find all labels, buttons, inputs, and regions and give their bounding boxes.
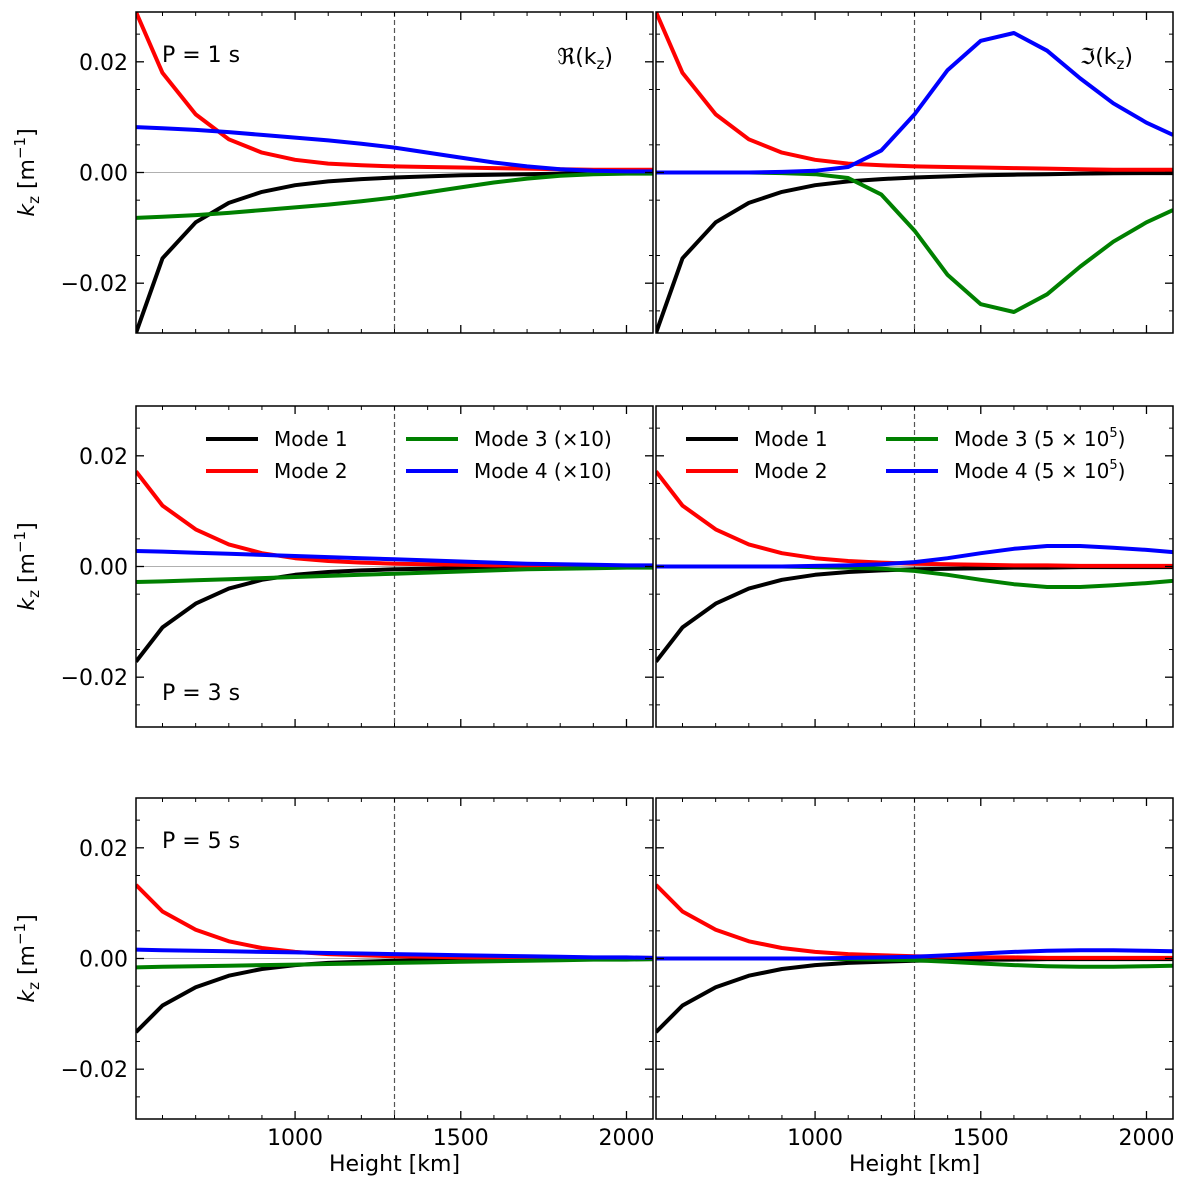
y-axis-unit-exponent: −1: [11, 137, 29, 159]
y-axis-title: kz [m−1]: [11, 128, 43, 216]
legend-label: Mode 2: [274, 459, 348, 483]
y-tick-label: 0.00: [79, 162, 128, 187]
legend-label: Mode 1: [274, 427, 348, 451]
legend-label-close: ): [1118, 427, 1126, 451]
y-axis-unit-exponent: −1: [11, 531, 29, 553]
panel-0-1: ℑ(kz): [655, 11, 1174, 334]
component-title: ℜ(kz): [557, 45, 613, 73]
y-axis-unit: [m: [15, 945, 40, 982]
series-line-mode-3: [136, 171, 653, 220]
y-axis-subscript: z: [25, 590, 43, 598]
legend-label: Mode 2: [754, 459, 828, 483]
component-title: ℑ(kz): [1080, 45, 1133, 73]
legend-label-text: Mode 3 (5 × 10: [954, 427, 1109, 451]
x-tick-label: 1000: [787, 1126, 843, 1151]
period-label: P = 1 s: [162, 43, 240, 68]
legend-label: Mode 4 (5 × 105): [954, 458, 1125, 483]
legend-0: Mode 1 Mode 2 Mode 3 (×10) Mode 4 (×10): [206, 427, 612, 483]
y-axis-symbol: k: [15, 203, 40, 217]
panel-2-0: 0.02 0.00 −0.02 kz [m−1] 1000 1500 2000 Height …: [11, 797, 654, 1177]
series-line-mode-3: [136, 565, 653, 584]
legend-label-exponent: 5: [1109, 426, 1117, 441]
legend-label-text: Mode 4 (×10): [474, 459, 612, 483]
legend-label-text: Mode 2: [754, 459, 828, 483]
x-axis-title: Height [km]: [849, 1152, 980, 1177]
y-tick-label: −0.02: [61, 1058, 128, 1083]
component-title-subscript: z: [597, 55, 605, 73]
y-tick-label: 0.02: [79, 837, 128, 862]
period-label: P = 3 s: [162, 681, 240, 706]
component-title-close: ): [1124, 45, 1133, 70]
y-tick-label: 0.00: [79, 556, 128, 581]
series-line-mode-1: [656, 171, 1173, 333]
legend-label-text: Mode 2: [274, 459, 348, 483]
x-tick-label: 1000: [267, 1126, 323, 1151]
component-title-close: ): [604, 45, 613, 70]
series-line-mode-4: [136, 125, 653, 174]
x-tick-label: 2000: [598, 1126, 654, 1151]
y-axis-title: kz [m−1]: [11, 522, 43, 610]
y-axis-unit-close: ]: [15, 128, 40, 137]
legend-label-text: Mode 1: [754, 427, 828, 451]
y-tick-label: 0.02: [79, 445, 128, 470]
x-tick-label: 1500: [433, 1126, 489, 1151]
x-tick-label: 1500: [953, 1126, 1009, 1151]
x-tick-label: 2000: [1118, 1126, 1174, 1151]
series-line-mode-4: [656, 31, 1173, 175]
y-axis-subscript: z: [25, 196, 43, 204]
legend-label: Mode 3 (×10): [474, 427, 612, 451]
y-axis-unit-close: ]: [15, 914, 40, 923]
series-line-mode-4: [656, 544, 1173, 569]
series-line-mode-4: [136, 549, 653, 568]
legend-label-exponent: 5: [1109, 458, 1117, 473]
legend-label-text: Mode 3 (×10): [474, 427, 612, 451]
legend-label: Mode 3 (5 × 105): [954, 426, 1125, 451]
y-axis-unit-close: ]: [15, 522, 40, 531]
legend-label-text: Mode 4 (5 × 10: [954, 459, 1109, 483]
y-axis-symbol: k: [15, 989, 40, 1003]
y-tick-label: −0.02: [61, 272, 128, 297]
panel-1-1: [655, 405, 1174, 728]
series-line-mode-2: [656, 12, 1173, 172]
x-axis-title: Height [km]: [329, 1152, 460, 1177]
component-title-subscript: z: [1117, 55, 1125, 73]
legend-label-close: ): [1118, 459, 1126, 483]
y-axis-symbol: k: [15, 597, 40, 611]
y-tick-label: 0.02: [79, 51, 128, 76]
y-tick-label: 0.00: [79, 948, 128, 973]
y-tick-label: −0.02: [61, 666, 128, 691]
panel-1-0: 0.02 0.00 −0.02 kz [m−1] P = 3 s: [11, 405, 654, 728]
series-line-mode-4: [136, 947, 653, 960]
legend-label-text: Mode 1: [274, 427, 348, 451]
panel-2-1: 1000 1500 2000 Height [km]: [655, 797, 1174, 1177]
series-line-mode-4: [656, 948, 1173, 961]
component-title-main: ℑ(k: [1080, 45, 1117, 70]
y-axis-title: kz [m−1]: [11, 914, 43, 1002]
legend-label: Mode 1: [754, 427, 828, 451]
component-title-main: ℜ(k: [557, 45, 596, 70]
y-axis-subscript: z: [25, 982, 43, 990]
legend-label: Mode 4 (×10): [474, 459, 612, 483]
series-line-mode-3: [656, 170, 1173, 314]
period-label: P = 5 s: [162, 829, 240, 854]
y-axis-unit-exponent: −1: [11, 923, 29, 945]
series-line-mode-3: [136, 957, 653, 970]
y-axis-unit: [m: [15, 553, 40, 590]
y-axis-unit: [m: [15, 159, 40, 196]
